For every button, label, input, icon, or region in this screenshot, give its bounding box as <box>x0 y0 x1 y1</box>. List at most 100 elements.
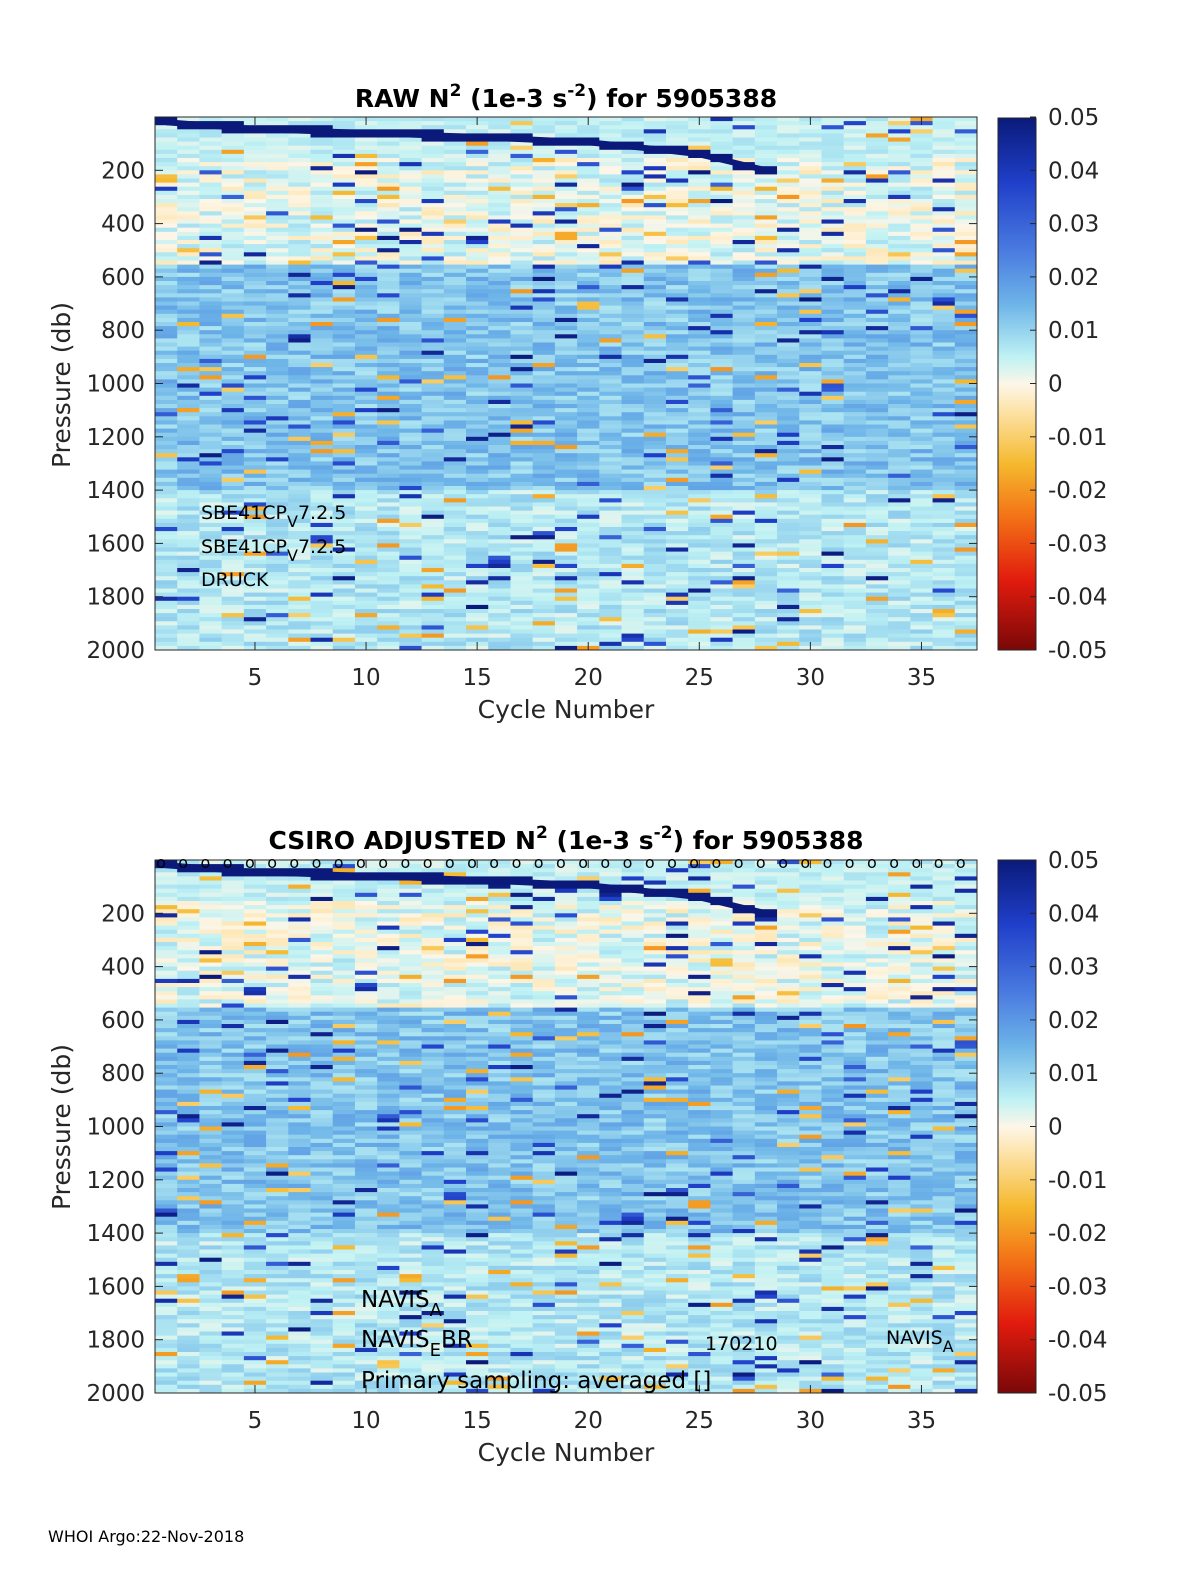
heatmap-cell <box>310 256 334 261</box>
heatmap-cell <box>155 1032 178 1037</box>
heatmap-cell <box>621 428 645 434</box>
heatmap-cell <box>221 551 245 557</box>
heatmap-cell <box>932 383 956 388</box>
heatmap-cell <box>599 133 622 138</box>
heatmap-cell <box>754 293 778 298</box>
heatmap-cell <box>177 330 200 335</box>
heatmap-cell <box>221 141 245 147</box>
heatmap-cell <box>665 609 689 614</box>
heatmap-cell <box>221 621 245 626</box>
heatmap-cell <box>266 424 289 429</box>
heatmap-cell <box>177 600 200 606</box>
heatmap-cell <box>910 449 933 454</box>
heatmap-cell <box>532 572 556 577</box>
heatmap-cell <box>910 518 933 524</box>
heatmap-cell <box>288 498 311 503</box>
heatmap-cell <box>332 162 356 167</box>
heatmap-cell <box>888 424 911 429</box>
heatmap-cell <box>865 637 889 643</box>
heatmap-cell <box>932 375 956 380</box>
heatmap-cell <box>888 182 911 188</box>
heatmap-cell <box>777 153 800 159</box>
heatmap-cell <box>443 572 467 577</box>
heatmap-cell <box>288 588 311 593</box>
heatmap-cell <box>466 207 489 212</box>
heatmap-cell <box>177 240 200 245</box>
heatmap-cell <box>799 358 822 364</box>
heatmap-cell <box>199 141 223 147</box>
heatmap-cell <box>532 617 556 622</box>
heatmap-cell <box>888 559 911 565</box>
heatmap-cell <box>332 617 356 622</box>
heatmap-cell <box>221 522 245 528</box>
heatmap-cell <box>754 502 778 507</box>
heatmap-cell <box>399 166 422 171</box>
heatmap-cell <box>288 240 311 245</box>
heatmap-cell <box>266 293 289 298</box>
heatmap-cell <box>688 285 711 290</box>
heatmap-cell <box>954 223 978 229</box>
heatmap-cell <box>621 248 645 253</box>
heatmap-cell <box>354 412 378 417</box>
heatmap-cell <box>199 420 223 425</box>
heatmap-cell <box>177 252 200 257</box>
heatmap-cell <box>155 555 178 561</box>
heatmap-cell <box>621 535 645 540</box>
heatmap-cell <box>599 276 622 282</box>
heatmap-cell <box>266 404 289 409</box>
heatmap-cell <box>665 498 689 503</box>
heatmap-cell <box>532 412 556 417</box>
heatmap-cell <box>510 633 534 639</box>
heatmap-cell <box>554 293 578 298</box>
heatmap-cell <box>266 498 289 503</box>
heatmap-cell <box>688 256 711 261</box>
heatmap-cell <box>577 617 600 622</box>
heatmap-cell <box>155 428 178 434</box>
heatmap-cell <box>754 244 778 249</box>
heatmap-cell <box>843 399 867 405</box>
heatmap-cell <box>421 322 445 327</box>
heatmap-cell <box>888 641 911 647</box>
heatmap-cell <box>599 559 622 565</box>
heatmap-cell <box>532 461 556 466</box>
heatmap-cell <box>266 231 289 237</box>
heatmap-cell <box>288 281 311 286</box>
heatmap-cell <box>865 240 889 245</box>
heatmap-cell <box>177 367 200 372</box>
heatmap-cell <box>843 301 867 306</box>
heatmap-cell <box>243 629 267 634</box>
heatmap-cell <box>221 412 245 417</box>
heatmap-cell <box>266 235 289 241</box>
heatmap-cell <box>155 457 178 462</box>
heatmap-cell <box>821 453 845 458</box>
heatmap-cell <box>688 281 711 286</box>
heatmap-cell <box>710 432 734 438</box>
heatmap-cell <box>777 580 800 585</box>
heatmap-cell <box>621 215 645 220</box>
heatmap-cell <box>554 194 578 200</box>
heatmap-cell <box>954 383 978 388</box>
heatmap-cell <box>332 137 356 142</box>
heatmap-cell <box>843 473 867 479</box>
heatmap-cell <box>488 514 511 520</box>
heatmap-cell <box>488 399 511 405</box>
heatmap-cell <box>243 584 267 589</box>
heatmap-cell <box>421 473 445 479</box>
heatmap-cell <box>577 383 600 388</box>
heatmap-cell <box>710 223 734 229</box>
heatmap-cell <box>777 125 800 130</box>
heatmap-cell <box>777 133 800 138</box>
heatmap-cell <box>466 563 489 569</box>
heatmap-cell <box>466 215 489 220</box>
heatmap-cell <box>843 309 867 315</box>
heatmap-cell <box>199 309 223 315</box>
heatmap-cell <box>799 297 822 302</box>
heatmap-cell <box>443 268 467 274</box>
heatmap-cell <box>599 252 622 257</box>
heatmap-cell <box>266 141 289 147</box>
heatmap-cell <box>732 166 756 171</box>
colorbar-tick-label: 0 <box>1048 372 1063 398</box>
heatmap-cell <box>688 272 711 278</box>
heatmap-cell <box>488 633 511 639</box>
